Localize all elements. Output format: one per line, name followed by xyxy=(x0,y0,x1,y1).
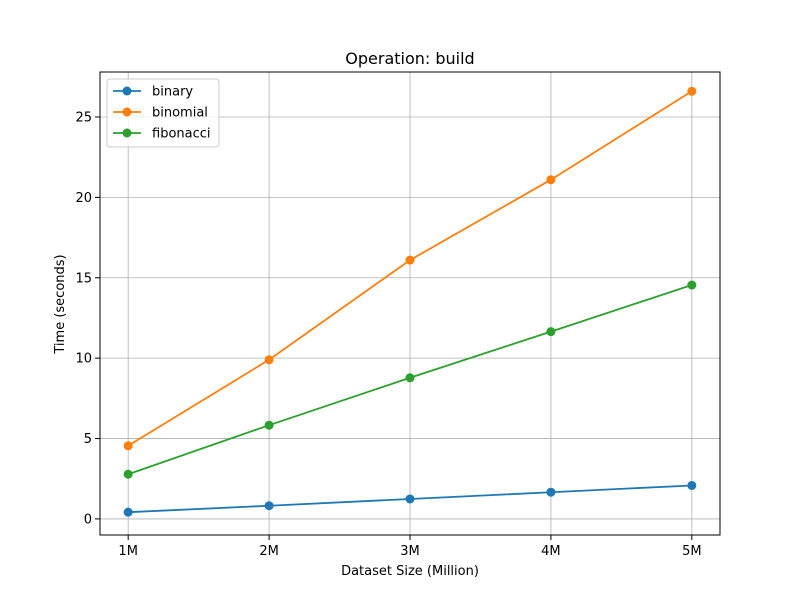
legend-label: binomial xyxy=(152,106,208,121)
y-axis-label: Time (seconds) xyxy=(53,254,68,354)
legend-marker xyxy=(122,86,132,96)
data-point-binomial xyxy=(405,255,415,265)
data-point-binary xyxy=(546,487,556,497)
y-tick-label: 15 xyxy=(75,271,92,286)
x-tick-label: 5M xyxy=(682,544,702,559)
legend-item-binary: binary xyxy=(113,85,193,100)
data-point-binomial xyxy=(264,355,274,365)
x-tick-label: 2M xyxy=(259,544,279,559)
legend-label: fibonacci xyxy=(152,127,211,142)
x-axis-label: Dataset Size (Million) xyxy=(341,564,479,579)
series-fibonacci xyxy=(123,280,697,479)
legend-item-binomial: binomial xyxy=(113,106,208,121)
data-point-binary xyxy=(264,501,274,511)
data-point-fibonacci xyxy=(687,280,697,290)
data-point-fibonacci xyxy=(546,327,556,337)
y-tick-label: 0 xyxy=(84,512,92,527)
data-point-binomial xyxy=(546,175,556,185)
legend-label: binary xyxy=(152,85,193,100)
y-tick-label: 25 xyxy=(75,111,92,126)
data-point-binary xyxy=(123,507,133,517)
data-point-binary xyxy=(405,494,415,504)
x-tick-label: 1M xyxy=(118,544,138,559)
chart-title: Operation: build xyxy=(345,49,474,68)
tick-layer: 1M 2M 3M 4M 5M 0 5 10 15 20 25 xyxy=(75,111,701,559)
y-tick-label: 10 xyxy=(75,352,92,367)
legend-marker xyxy=(122,128,132,138)
y-tick-label: 5 xyxy=(84,432,92,447)
data-point-fibonacci xyxy=(264,420,274,430)
series-binomial xyxy=(123,86,697,451)
data-point-binomial xyxy=(123,441,133,451)
y-tick-label: 20 xyxy=(75,191,92,206)
series-binary xyxy=(123,480,697,517)
legend: binary binomial fibonacci xyxy=(106,78,220,148)
series-layer xyxy=(123,86,697,517)
legend-item-fibonacci: fibonacci xyxy=(113,127,211,142)
data-point-binary xyxy=(687,480,697,490)
legend-marker xyxy=(122,107,132,117)
x-tick-label: 3M xyxy=(400,544,420,559)
data-point-binomial xyxy=(687,86,697,96)
legend-box xyxy=(106,78,220,148)
data-point-fibonacci xyxy=(405,373,415,383)
grid-layer xyxy=(100,72,720,535)
data-point-fibonacci xyxy=(123,469,133,479)
x-tick-label: 4M xyxy=(541,544,561,559)
